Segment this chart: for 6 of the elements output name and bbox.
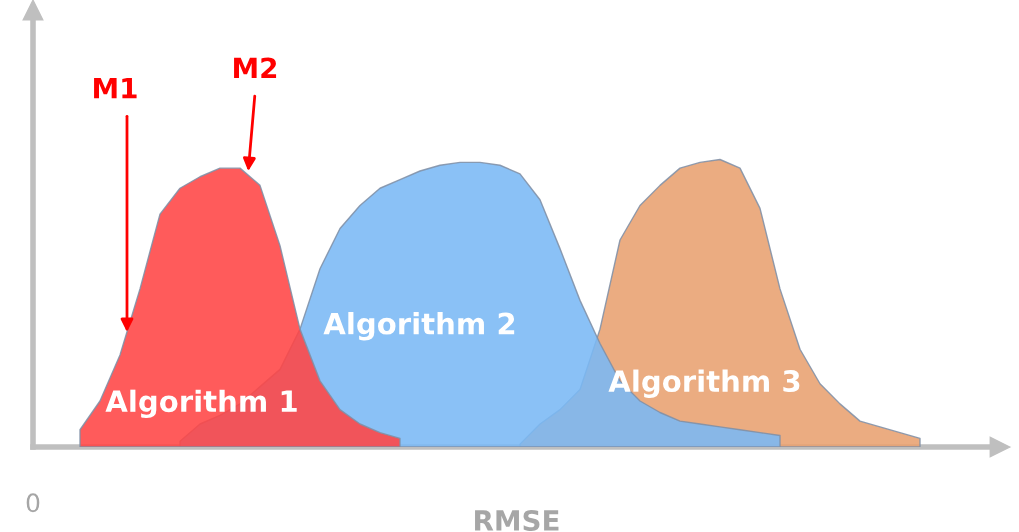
series-label: Algorithm 1	[105, 389, 297, 419]
text: M2	[234, 57, 277, 79]
x-axis-title: RMSE	[475, 509, 559, 531]
text: 0	[26, 493, 40, 513]
text: M1	[94, 77, 137, 99]
series-label: Algorithm 2	[323, 312, 515, 341]
